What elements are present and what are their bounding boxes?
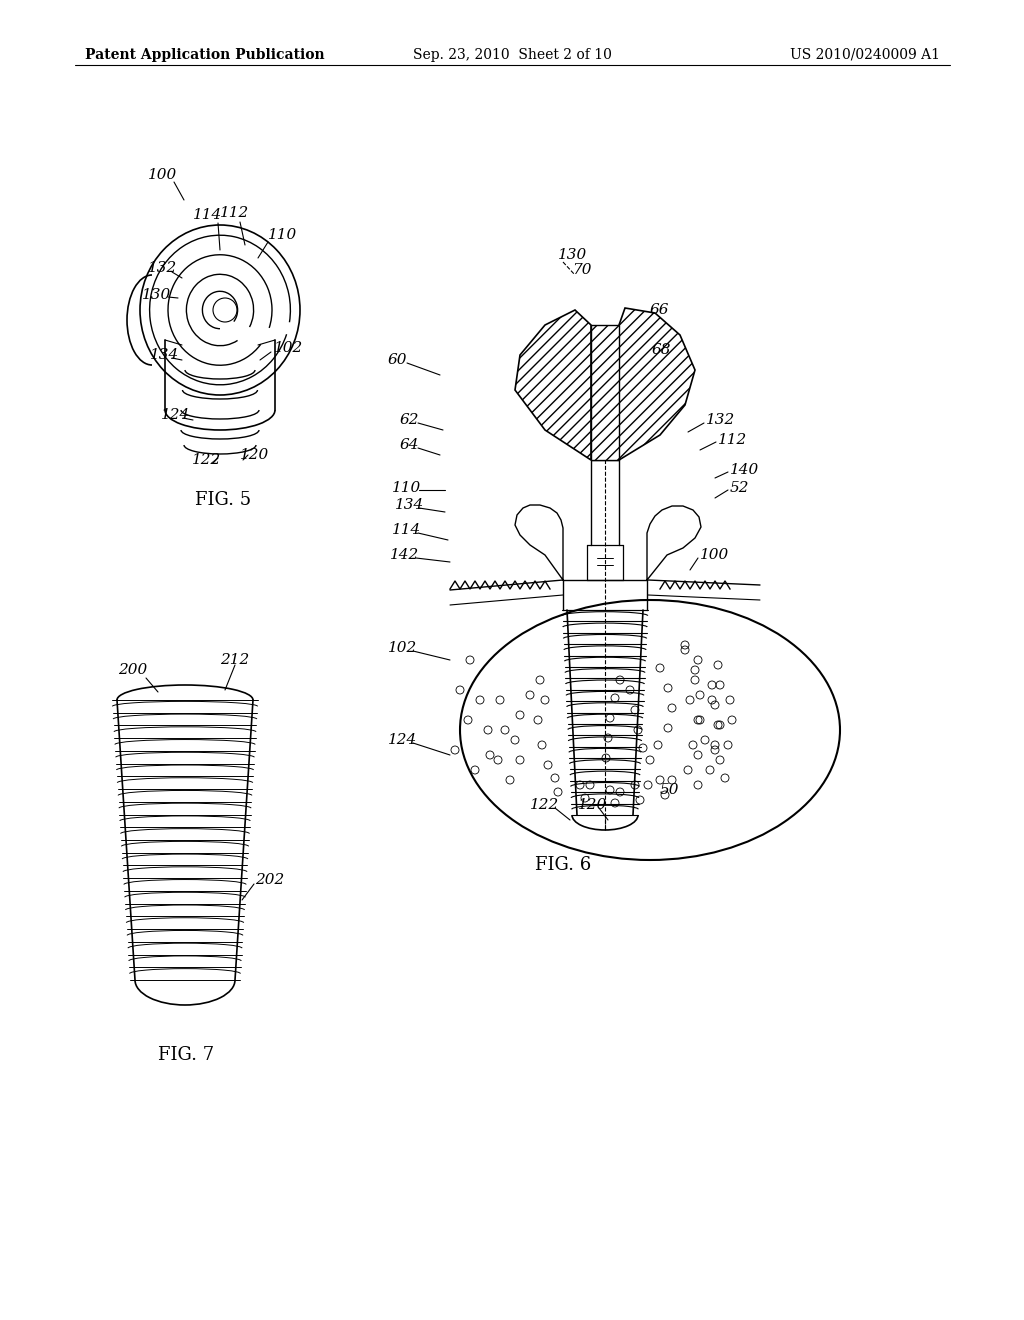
Text: 100: 100 xyxy=(700,548,729,562)
Polygon shape xyxy=(591,325,618,459)
Text: 50: 50 xyxy=(660,783,680,797)
Text: 102: 102 xyxy=(388,642,417,655)
Text: 132: 132 xyxy=(706,413,735,426)
Text: 200: 200 xyxy=(118,663,147,677)
Text: 122: 122 xyxy=(530,799,559,812)
Text: 100: 100 xyxy=(148,168,177,182)
Text: 70: 70 xyxy=(572,263,592,277)
Text: 114: 114 xyxy=(392,523,421,537)
Text: 68: 68 xyxy=(652,343,672,356)
Text: 130: 130 xyxy=(142,288,171,302)
Text: 60: 60 xyxy=(388,352,408,367)
Text: 102: 102 xyxy=(274,341,303,355)
Text: 114: 114 xyxy=(193,209,222,222)
Text: FIG. 6: FIG. 6 xyxy=(535,855,591,874)
Text: 202: 202 xyxy=(255,873,285,887)
Text: 62: 62 xyxy=(400,413,420,426)
Text: FIG. 5: FIG. 5 xyxy=(195,491,251,510)
Text: 132: 132 xyxy=(148,261,177,275)
Text: 212: 212 xyxy=(220,653,249,667)
Text: 142: 142 xyxy=(390,548,419,562)
Text: 110: 110 xyxy=(268,228,297,242)
Text: 120: 120 xyxy=(578,799,607,812)
Text: 134: 134 xyxy=(150,348,179,362)
Text: US 2010/0240009 A1: US 2010/0240009 A1 xyxy=(790,48,940,62)
Text: 120: 120 xyxy=(240,447,269,462)
Text: 140: 140 xyxy=(730,463,759,477)
Polygon shape xyxy=(515,310,591,459)
Text: 130: 130 xyxy=(558,248,587,261)
Text: FIG. 7: FIG. 7 xyxy=(158,1045,214,1064)
Text: Patent Application Publication: Patent Application Publication xyxy=(85,48,325,62)
Text: 124: 124 xyxy=(388,733,417,747)
Polygon shape xyxy=(618,308,695,459)
Text: 112: 112 xyxy=(718,433,748,447)
Text: Sep. 23, 2010  Sheet 2 of 10: Sep. 23, 2010 Sheet 2 of 10 xyxy=(413,48,611,62)
Text: 122: 122 xyxy=(193,453,221,467)
Text: 134: 134 xyxy=(395,498,424,512)
Text: 66: 66 xyxy=(650,304,670,317)
Text: 64: 64 xyxy=(400,438,420,451)
Text: 110: 110 xyxy=(392,480,421,495)
Text: 112: 112 xyxy=(220,206,249,220)
Text: 124: 124 xyxy=(161,408,190,422)
Text: 52: 52 xyxy=(730,480,750,495)
